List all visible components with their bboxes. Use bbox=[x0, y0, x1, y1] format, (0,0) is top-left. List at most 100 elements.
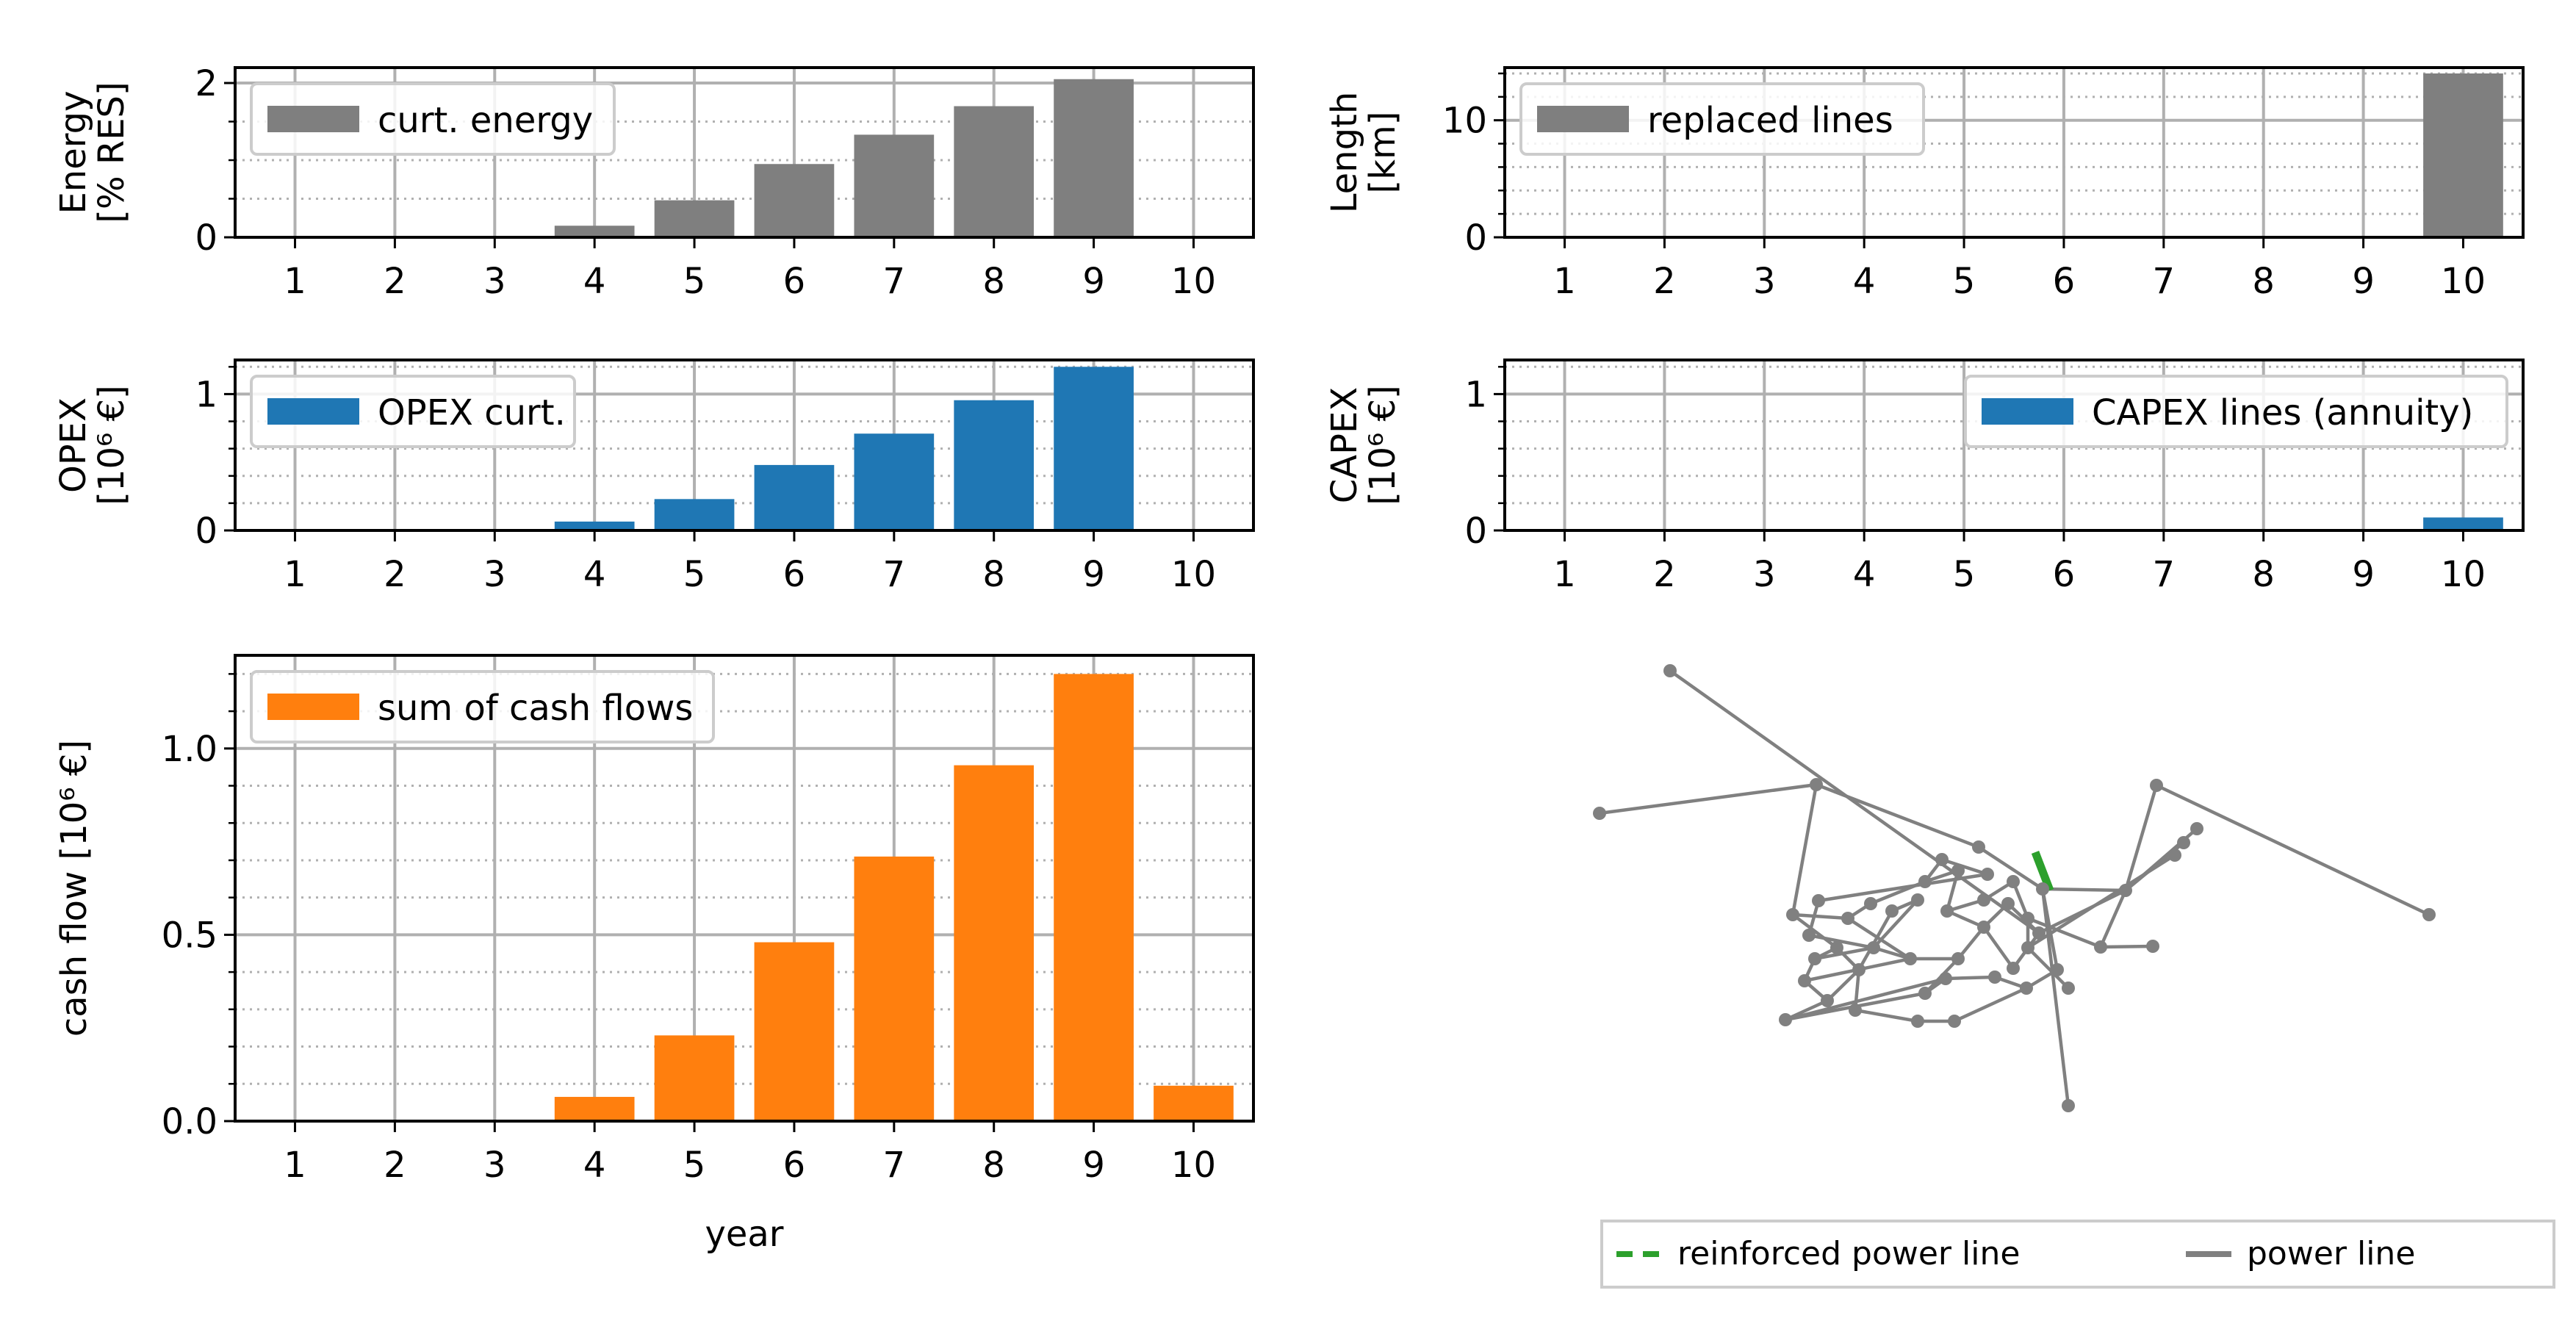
chart-0-legend-box bbox=[250, 82, 616, 156]
chart-3-xtick-label-1: 2 bbox=[1653, 554, 1676, 595]
reinforced-line bbox=[2031, 851, 2054, 892]
network-edge-60 bbox=[1946, 909, 1985, 929]
network-edge-8 bbox=[2156, 783, 2430, 917]
network-node-c bbox=[1810, 778, 1823, 791]
network-node-o bbox=[1786, 908, 1799, 921]
chart-4-xtick-label-7: 8 bbox=[982, 1145, 1005, 1186]
network-node-Q bbox=[1885, 904, 1899, 918]
chart-1-xtick-label-7: 8 bbox=[2252, 261, 2275, 302]
network-edge-10 bbox=[2100, 944, 2154, 949]
network-edge-5 bbox=[2123, 785, 2159, 891]
network-node-u bbox=[1977, 893, 1990, 907]
chart-3-axes-frame bbox=[1503, 359, 2525, 532]
network-node-n bbox=[2062, 1099, 2075, 1112]
network-edge-17 bbox=[1945, 870, 1960, 912]
network-edge-41 bbox=[1853, 969, 1861, 1011]
network-edge-4 bbox=[2042, 887, 2126, 893]
chart-4-axes-frame bbox=[234, 654, 1255, 1123]
chart-4-ylabel: cash flow [10⁶ €] bbox=[54, 740, 95, 1037]
legend-reinforced-label: reinforced power line bbox=[1677, 1235, 2020, 1272]
chart-2-bar-6 bbox=[854, 433, 935, 530]
chart-4-ylabel-line-0: cash flow [10⁶ €] bbox=[54, 740, 95, 1037]
chart-4-xtick-label-2: 3 bbox=[483, 1145, 506, 1186]
network-edge-22 bbox=[2026, 946, 2070, 990]
chart-4-bar-3 bbox=[554, 1097, 635, 1121]
network-node-V bbox=[1812, 894, 1825, 907]
chart-2-bar-4 bbox=[654, 499, 735, 530]
chart-4-bar-4 bbox=[654, 1035, 735, 1121]
network-node-D bbox=[1779, 1013, 1792, 1026]
chart-3-xtick-label-8: 9 bbox=[2352, 554, 2375, 595]
cashflow-chart: 0.0 0.5 1.0 1 2 3 4 5 6 7 8 9 10 cash flow [10⁶ €] yea… bbox=[54, 654, 1255, 1255]
chart-1-ylabel: Length[km] bbox=[1324, 92, 1403, 214]
chart-3-xtick-label-9: 10 bbox=[2441, 554, 2486, 595]
chart-3-bar-9 bbox=[2423, 517, 2503, 530]
network-edge-12 bbox=[1791, 784, 1818, 915]
chart-0-ytick-label-1: 2 bbox=[195, 63, 217, 104]
chart-1-legend-box bbox=[1519, 82, 1925, 156]
chart-2-legend-box bbox=[250, 375, 576, 448]
network-node-k bbox=[2422, 908, 2436, 921]
chart-1-xtick-label-2: 3 bbox=[1753, 261, 1776, 302]
network-node-L bbox=[1951, 952, 1965, 965]
chart-1-legend-label: replaced lines bbox=[1647, 100, 1893, 141]
network-node-E bbox=[1918, 987, 1932, 1000]
chart-4-legend-label: sum of cash flows bbox=[378, 688, 693, 729]
network-node-w bbox=[2021, 912, 2034, 925]
network-node-y bbox=[2062, 982, 2075, 995]
chart-0-bar-5 bbox=[754, 164, 835, 237]
chart-4-xtick-label-4: 5 bbox=[683, 1145, 706, 1186]
chart-2-xtick-label-1: 2 bbox=[384, 554, 406, 595]
chart-0-axes-frame bbox=[234, 66, 1255, 239]
capex-chart: 0 1 1 2 3 4 5 6 7 8 9 10 CAPEX[10⁶ €] CAPEX lines (an… bbox=[1324, 359, 2525, 595]
chart-3-xtick-label-2: 3 bbox=[1753, 554, 1776, 595]
chart-2-ylabel-line-0: OPEX bbox=[53, 397, 94, 493]
chart-4-xtick-label-8: 9 bbox=[1082, 1145, 1105, 1186]
network-node-R bbox=[2007, 962, 2020, 975]
chart-3-xtick-label-3: 4 bbox=[1853, 554, 1876, 595]
chart-3-ytick-label-0: 0 bbox=[1464, 511, 1487, 552]
network-node-A bbox=[1808, 952, 1821, 965]
network-node-h bbox=[2177, 836, 2190, 849]
network-node-H bbox=[2020, 982, 2033, 995]
chart-0-xtick-label-7: 8 bbox=[982, 261, 1005, 302]
chart-0-xtick-label-0: 1 bbox=[284, 261, 306, 302]
energy-chart: 0 2 1 2 3 4 5 6 7 8 9 10 Energy[% RES] curt. energy bbox=[53, 63, 1255, 302]
network-node-K bbox=[1904, 952, 1917, 965]
network-edge-9 bbox=[2098, 890, 2128, 948]
chart-1-legend-swatch bbox=[1537, 106, 1629, 132]
network-node-q bbox=[1864, 897, 1877, 910]
chart-0-xtick-label-5: 6 bbox=[783, 261, 806, 302]
legend-frame bbox=[1600, 1220, 2555, 1289]
chart-3-xtick-label-4: 5 bbox=[1953, 554, 1976, 595]
network-node-a bbox=[1663, 664, 1677, 677]
chart-3-legend-swatch bbox=[1982, 398, 2073, 425]
chart-2-axes-frame bbox=[234, 359, 1255, 532]
chart-2-xtick-label-8: 9 bbox=[1082, 554, 1105, 595]
chart-1-ylabel-line-0: Length bbox=[1324, 92, 1365, 214]
network-edge-54 bbox=[1785, 976, 1946, 1022]
chart-0-ylabel: Energy[% RES] bbox=[53, 82, 132, 223]
chart-2-legend-swatch bbox=[267, 398, 359, 425]
chart-2-xtick-label-9: 10 bbox=[1171, 554, 1216, 595]
chart-2-bar-7 bbox=[954, 400, 1035, 530]
chart-2-xtick-label-2: 3 bbox=[483, 554, 506, 595]
chart-0-xtick-label-1: 2 bbox=[384, 261, 406, 302]
network-node-t bbox=[1940, 904, 1954, 918]
chart-2-xtick-label-4: 5 bbox=[683, 554, 706, 595]
chart-2-bar-5 bbox=[754, 464, 835, 530]
network-node-z bbox=[1830, 941, 1843, 954]
network-legend: reinforced power line power line bbox=[1600, 1220, 2555, 1289]
chart-3-ylabel-line-0: CAPEX bbox=[1324, 387, 1365, 504]
chart-1-xtick-label-8: 9 bbox=[2352, 261, 2375, 302]
chart-4-legend-swatch bbox=[267, 694, 359, 720]
chart-0-legend-swatch bbox=[267, 106, 359, 132]
network-node-d bbox=[1972, 840, 1985, 854]
chart-3-legend-label: CAPEX lines (annuity) bbox=[2092, 392, 2473, 433]
chart-0-xtick-label-3: 4 bbox=[583, 261, 606, 302]
network-node-M bbox=[1977, 921, 1990, 934]
chart-1-ylabel-line-1: [km] bbox=[1362, 111, 1403, 193]
network-node-l bbox=[2094, 940, 2107, 954]
chart-3-ytick-label-1: 1 bbox=[1464, 374, 1487, 415]
chart-3-xtick-label-5: 6 bbox=[2053, 554, 2076, 595]
